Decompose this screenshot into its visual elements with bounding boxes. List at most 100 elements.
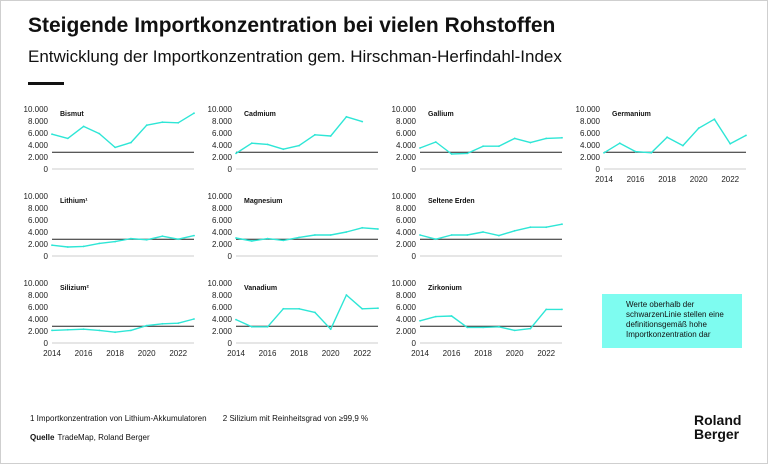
zirkonium-point [545, 308, 548, 311]
cadmium-ytick: 10.000 [208, 105, 233, 114]
lithium-ytick: 8.000 [28, 204, 49, 213]
germanium-point [603, 151, 605, 154]
magnesium-point [361, 226, 364, 229]
cadmium-ytick: 4.000 [212, 141, 233, 150]
bismut-point [98, 132, 101, 135]
vanadium-point [298, 307, 300, 310]
seltene-erden-ytick: 8.000 [396, 204, 417, 213]
magnesium-point [298, 236, 300, 239]
cadmium-ytick: 8.000 [212, 117, 233, 126]
zirkonium-point [513, 329, 516, 332]
silizium-point [161, 322, 164, 325]
magnesium-point [345, 231, 348, 233]
seltene-erden-title: Seltene Erden [428, 198, 475, 205]
seltene-erden-ytick: 2.000 [396, 240, 417, 249]
vanadium-ytick: 0 [228, 339, 233, 348]
gallium-ytick: 0 [412, 165, 417, 174]
gallium-ytick: 10.000 [392, 105, 417, 114]
silizium-point [177, 322, 180, 325]
bismut-point [193, 112, 195, 115]
silizium-ytick: 2.000 [28, 327, 49, 336]
germanium-point [666, 136, 668, 139]
silizium-ytick: 0 [44, 339, 49, 348]
zirkonium-ytick: 0 [412, 339, 417, 348]
magnesium-ytick: 4.000 [212, 228, 233, 237]
gallium-point [545, 137, 548, 140]
cadmium-ytick: 2.000 [212, 153, 233, 162]
silizium-ytick: 6.000 [28, 303, 49, 312]
source-label: Quelle [30, 433, 55, 442]
magnesium-point [250, 240, 253, 242]
zirkonium-xtick: 2018 [474, 349, 492, 358]
silizium-point [51, 329, 53, 332]
zirkonium-ytick: 2.000 [396, 327, 417, 336]
gallium-ytick: 8.000 [396, 117, 417, 126]
lithium-point [82, 245, 85, 248]
gallium-ytick: 2.000 [396, 153, 417, 162]
bismut-ytick: 2.000 [28, 153, 49, 162]
bismut-point [177, 121, 180, 124]
cadmium-point [250, 142, 253, 145]
germanium-xtick: 2020 [690, 175, 708, 184]
magnesium-ytick: 0 [228, 252, 233, 261]
silizium-point [145, 324, 148, 327]
cadmium-point [298, 144, 300, 147]
magnesium-ytick: 6.000 [212, 216, 233, 225]
germanium-point [697, 127, 700, 130]
magnesium-title: Magnesium [244, 198, 283, 205]
vanadium-point [329, 328, 332, 331]
silizium-ytick: 4.000 [28, 315, 49, 324]
seltene-erden-point [434, 238, 437, 241]
cadmium-point [329, 135, 332, 137]
magnesium-point [329, 234, 332, 236]
seltene-erden-point [545, 226, 548, 229]
gallium-point [482, 145, 484, 148]
magnesium-ytick: 2.000 [212, 240, 233, 249]
gallium-ytick: 4.000 [396, 141, 417, 150]
silizium-title: Silizium² [60, 285, 89, 292]
germanium-xtick: 2014 [595, 175, 613, 184]
vanadium-point [345, 294, 348, 296]
germanium-point [682, 144, 684, 147]
lithium-ytick: 2.000 [28, 240, 49, 249]
zirkonium-point [434, 315, 437, 318]
vanadium-title: Vanadium [244, 285, 277, 292]
silizium-xtick: 2020 [138, 349, 156, 358]
gallium-point [513, 137, 516, 140]
lithium-point [193, 234, 195, 237]
logo-line-1: Roland [694, 412, 742, 428]
seltene-erden-point [498, 234, 500, 237]
gallium-ytick: 6.000 [396, 129, 417, 138]
magnesium-point [377, 228, 379, 230]
footnotes: 1 Importkonzentration von Lithium-Akkumu… [30, 414, 382, 423]
gallium-point [561, 136, 563, 139]
bismut-point [114, 146, 116, 149]
germanium-xtick: 2018 [658, 175, 676, 184]
seltene-erden-point [466, 234, 469, 236]
lithium-ytick: 6.000 [28, 216, 49, 225]
zirkonium-xtick: 2016 [443, 349, 461, 358]
lithium-ytick: 0 [44, 252, 49, 261]
vanadium-xtick: 2018 [290, 349, 308, 358]
gallium-point [466, 152, 469, 155]
germanium-point [729, 142, 732, 145]
threshold-note: Werte oberhalb der schwarzenLinie stelle… [602, 294, 742, 348]
vanadium-ytick: 4.000 [212, 315, 233, 324]
germanium-xtick: 2022 [721, 175, 739, 184]
zirkonium-point [529, 327, 532, 330]
vanadium-series-line [235, 294, 379, 330]
magnesium-point [235, 237, 237, 239]
gallium-point [419, 147, 421, 149]
cadmium-series-line [235, 116, 363, 154]
footnote-1: 1 Importkonzentration von Lithium-Akkumu… [30, 414, 207, 423]
silizium-xtick: 2022 [169, 349, 187, 358]
seltene-erden-ytick: 6.000 [396, 216, 417, 225]
vanadium-xtick: 2020 [322, 349, 340, 358]
lithium-series-line [51, 234, 195, 248]
threshold-note-text: Werte oberhalb der schwarzenLinie stelle… [626, 300, 724, 339]
vanadium-xtick: 2016 [259, 349, 277, 358]
silizium-point [114, 331, 116, 334]
zirkonium-point [561, 308, 563, 311]
source-line: Quelle TradeMap, Roland Berger [30, 433, 150, 442]
